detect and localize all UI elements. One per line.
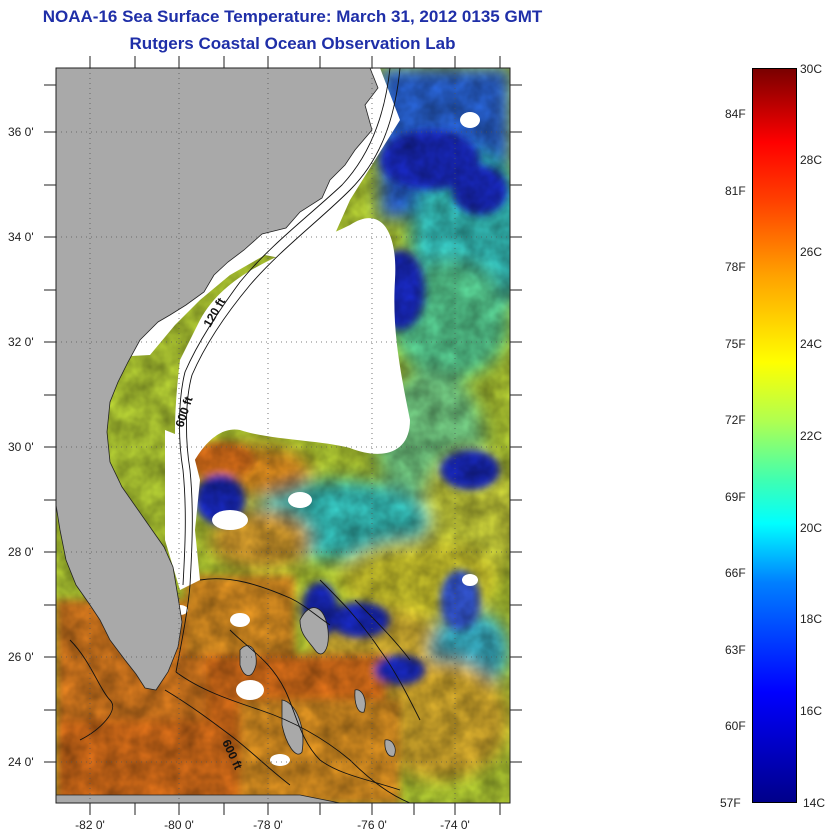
colorbar-f-label: 72F <box>725 413 746 427</box>
colorbar-f-label: 81F <box>725 184 746 198</box>
graticule <box>56 68 510 803</box>
colorbar-f-label: 75F <box>725 337 746 351</box>
lon-tick-label: -80 0' <box>164 818 194 832</box>
map-frame <box>55 67 511 804</box>
colorbar-f-label: 78F <box>725 260 746 274</box>
colorbar-f-label: 63F <box>725 643 746 657</box>
lat-tick-label: 30 0' <box>8 440 34 454</box>
land <box>56 68 396 803</box>
lat-tick-label: 24 0' <box>8 755 34 769</box>
colorbar-f-label: 84F <box>725 107 746 121</box>
colorbar-c-label: 22C <box>800 429 823 443</box>
lat-tick-label: 36 0' <box>8 125 34 139</box>
lat-tick-label: 28 0' <box>8 545 34 559</box>
colorbar-c-label: 18C <box>800 612 823 626</box>
map-title: NOAA-16 Sea Surface Temperature: March 3… <box>42 7 543 26</box>
bathymetry-contours <box>69 68 421 803</box>
colorbar-c-label: 14C <box>803 796 826 810</box>
tick-marks <box>44 56 522 815</box>
colorbar-c-label: 24C <box>800 337 823 351</box>
colorbar-f-label: 66F <box>725 566 746 580</box>
lat-tick-label: 34 0' <box>8 230 34 244</box>
colorbar-f-label: 57F <box>720 796 741 810</box>
colorbar-c-label: 26C <box>800 245 823 259</box>
lon-tick-label: -74 0' <box>440 818 470 832</box>
lon-tick-label: -78 0' <box>253 818 283 832</box>
map-plot-area <box>56 68 510 803</box>
colorbar-c-label: 30C <box>800 62 823 76</box>
lon-tick-label: -82 0' <box>75 818 105 832</box>
lat-tick-label: 26 0' <box>8 650 34 664</box>
colorbar-c-label: 28C <box>800 153 823 167</box>
colorbar-c-label: 16C <box>800 704 823 718</box>
lat-tick-label: 32 0' <box>8 335 34 349</box>
lon-tick-label: -76 0' <box>357 818 387 832</box>
colorbar-f-label: 60F <box>725 719 746 733</box>
colorbar-c-label: 20C <box>800 521 823 535</box>
colorbar-f-label: 69F <box>725 490 746 504</box>
temperature-colorbar <box>752 68 797 803</box>
map-subtitle: Rutgers Coastal Ocean Observation Lab <box>129 34 456 53</box>
